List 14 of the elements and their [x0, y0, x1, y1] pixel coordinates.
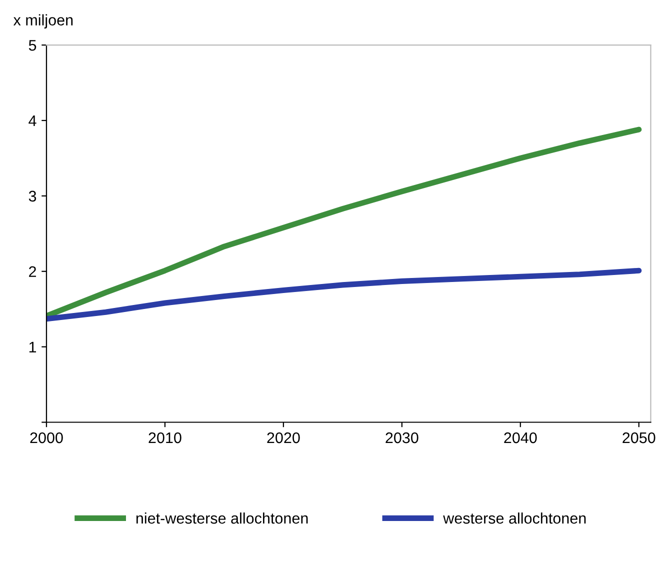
- y-tick-label: 2: [29, 266, 36, 277]
- legend-label: niet-westerse allochtonen: [136, 512, 308, 524]
- x-tick-label: 2000: [30, 432, 63, 444]
- x-tick-label: 2020: [267, 432, 300, 444]
- y-tick-label: 5: [28, 40, 36, 51]
- x-tick-label: 2050: [622, 432, 656, 444]
- y-tick-label: 1: [29, 342, 36, 352]
- legend-label: westerse allochtonen: [443, 512, 586, 524]
- y-tick-label: 3: [28, 190, 36, 202]
- y-axis-title: x miljoen: [13, 14, 73, 29]
- x-tick-label: 2030: [386, 432, 418, 444]
- y-tick-label: 4: [28, 116, 36, 126]
- x-tick-label: 2010: [148, 432, 182, 444]
- x-tick-label: 2040: [504, 432, 537, 444]
